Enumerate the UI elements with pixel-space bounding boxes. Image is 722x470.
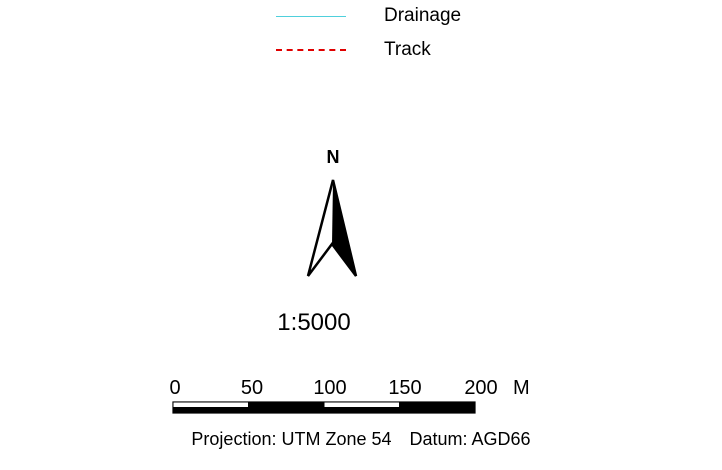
drainage-line-symbol <box>276 16 346 17</box>
scale-unit-label: M <box>513 377 530 399</box>
legend-label-track: Track <box>384 39 431 60</box>
datum-label: Datum: AGD66 <box>409 429 531 449</box>
scale-tick-label: 0 <box>169 377 181 399</box>
scale-tick-label: 150 <box>388 377 422 399</box>
north-arrow-icon <box>306 179 358 277</box>
scale-bar: 0 50 100 150 200 M <box>0 372 722 422</box>
scale-tick-label: 50 <box>240 377 264 399</box>
projection-label: Projection: UTM Zone 54 <box>191 429 392 449</box>
scale-bar-graphic <box>172 401 476 414</box>
projection-info: Projection: UTM Zone 54 Datum: AGD66 <box>0 428 722 450</box>
north-label: N <box>326 147 340 167</box>
legend-item-drainage: Drainage <box>0 2 722 32</box>
scale-ratio: 1:5000 <box>277 309 351 336</box>
legend-item-track: Track <box>0 36 722 66</box>
scale-tick-label: 200 <box>464 377 498 399</box>
legend-label-drainage: Drainage <box>384 5 462 26</box>
track-line-symbol <box>276 49 346 51</box>
scale-tick-label: 100 <box>313 377 347 399</box>
